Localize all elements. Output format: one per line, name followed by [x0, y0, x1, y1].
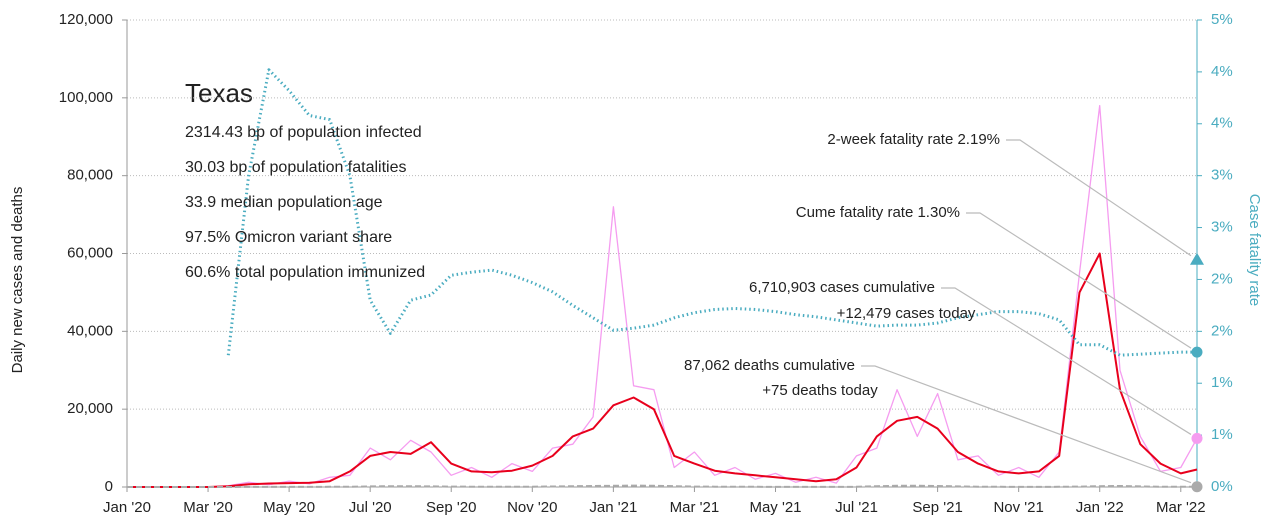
- annotation-text: +75 deaths today: [762, 382, 878, 399]
- x-tick-label: Mar '21: [670, 499, 720, 516]
- x-tick-label: Mar '22: [1156, 499, 1206, 516]
- info-line: 33.9 median population age: [185, 194, 383, 211]
- series-line: [226, 68, 1197, 357]
- x-tick-label: Jan '22: [1076, 499, 1124, 516]
- annotation-leader: [1006, 139, 1192, 257]
- y-tick-label: 80,000: [67, 167, 113, 184]
- y-tick-label: 100,000: [59, 89, 113, 106]
- info-line: 2314.43 bp of population infected: [185, 124, 422, 141]
- x-tick-label: Sep '21: [912, 499, 962, 516]
- x-tick-label: Mar '20: [183, 499, 233, 516]
- y2-tick-label: 0%: [1211, 478, 1233, 495]
- y2-tick-label: 2%: [1211, 322, 1233, 339]
- x-tick-label: Nov '21: [993, 499, 1043, 516]
- y2-tick-label: 4%: [1211, 63, 1233, 80]
- y2-tick-label: 4%: [1211, 115, 1233, 132]
- annotation-leader: [861, 365, 1192, 484]
- annotation-leader: [966, 212, 1192, 349]
- x-tick-label: Nov '20: [507, 499, 557, 516]
- y-tick-label: 60,000: [67, 244, 113, 261]
- x-tick-label: Jan '20: [103, 499, 151, 516]
- series-line: [127, 252, 1198, 488]
- y2-tick-label: 2%: [1211, 270, 1233, 287]
- y-tick-label: 120,000: [59, 11, 113, 28]
- x-tick-label: Jul '20: [349, 499, 392, 516]
- y2-axis-label: Case fatality rate: [1246, 194, 1263, 307]
- y2-tick-label: 5%: [1211, 11, 1233, 28]
- info-line: 97.5% Omicron variant share: [185, 229, 392, 246]
- y2-tick-label: 1%: [1211, 374, 1233, 391]
- annotation-text: 87,062 deaths cumulative: [684, 357, 855, 374]
- y-tick-label: 20,000: [67, 400, 113, 417]
- y2-tick-label: 3%: [1211, 167, 1233, 184]
- annotation-leader: [941, 287, 1192, 435]
- annotation-marker: [1191, 432, 1203, 444]
- annotation-text: 6,710,903 cases cumulative: [749, 279, 935, 296]
- annotation-text: +12,479 cases today: [837, 305, 976, 322]
- annotation-text: 2-week fatality rate 2.19%: [827, 131, 1000, 148]
- x-tick-label: May '20: [263, 499, 315, 516]
- annotation-text: Cume fatality rate 1.30%: [796, 204, 960, 221]
- annotation-marker: [1191, 481, 1203, 493]
- y-tick-label: 0: [105, 478, 113, 495]
- annotation-marker: [1190, 252, 1204, 265]
- info-line: 60.6% total population immunized: [185, 264, 425, 281]
- series-line: [127, 484, 1198, 488]
- info-title: Texas: [185, 78, 253, 108]
- x-tick-label: Jul '21: [835, 499, 878, 516]
- x-tick-label: Sep '20: [426, 499, 476, 516]
- x-tick-label: May '21: [749, 499, 801, 516]
- y2-tick-label: 3%: [1211, 219, 1233, 236]
- x-tick-label: Jan '21: [589, 499, 637, 516]
- info-line: 30.03 bp of population fatalities: [185, 159, 407, 176]
- y2-tick-label: 1%: [1211, 426, 1233, 443]
- y-tick-label: 40,000: [67, 322, 113, 339]
- y-axis-label: Daily new cases and deaths: [9, 187, 26, 374]
- annotation-marker: [1191, 346, 1203, 358]
